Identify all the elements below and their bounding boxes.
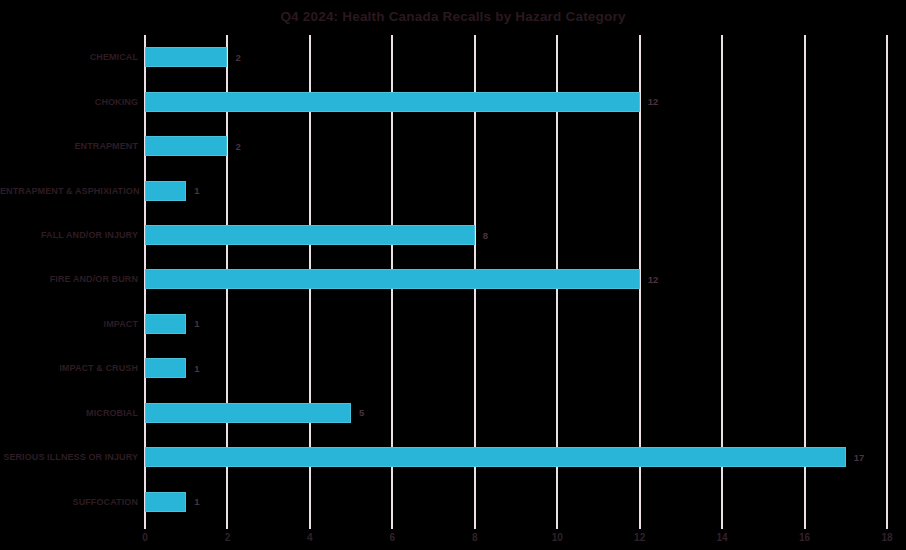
category-label-serious-illness-or-injury: SERIOUS ILLNESS OR INJURY [0, 452, 145, 462]
bar-chemical[interactable] [145, 47, 227, 67]
bar-area-entrapment: 2 [145, 136, 887, 156]
x-tick-label-18: 18 [881, 532, 892, 543]
bar-area-chemical: 2 [145, 47, 887, 67]
category-label-fire-and-or-burn: FIRE AND/OR BURN [0, 274, 145, 284]
value-label-suffocation: 1 [194, 496, 199, 507]
bar-area-impact: 1 [145, 314, 887, 334]
value-label-serious-illness-or-injury: 17 [854, 452, 865, 463]
chart-row-impact-crush: IMPACT & CRUSH1 [145, 346, 887, 390]
bar-area-fire-and-or-burn: 12 [145, 269, 887, 289]
bar-fall-and-or-injury[interactable] [145, 225, 475, 245]
chart-row-choking: CHOKING12 [145, 79, 887, 123]
x-tick-label-4: 4 [307, 532, 313, 543]
x-tick-label-10: 10 [552, 532, 563, 543]
category-label-chemical: CHEMICAL [0, 52, 145, 62]
x-axis: 024681012141618 [145, 532, 887, 548]
category-label-fall-and-or-injury: FALL AND/OR INJURY [0, 230, 145, 240]
value-label-impact-crush: 1 [194, 363, 199, 374]
value-label-microbial: 5 [359, 407, 364, 418]
bar-impact[interactable] [145, 314, 186, 334]
category-label-entrapment: ENTRAPMENT [0, 141, 145, 151]
bar-fire-and-or-burn[interactable] [145, 269, 640, 289]
value-label-fall-and-or-injury: 8 [483, 230, 488, 241]
category-label-impact-crush: IMPACT & CRUSH [0, 363, 145, 373]
bar-microbial[interactable] [145, 403, 351, 423]
bar-area-choking: 12 [145, 92, 887, 112]
value-label-entrapment-asphixiation: 1 [194, 185, 199, 196]
bar-choking[interactable] [145, 92, 640, 112]
chart-row-microbial: MICROBIAL5 [145, 391, 887, 435]
value-label-chemical: 2 [235, 52, 240, 63]
bar-serious-illness-or-injury[interactable] [145, 447, 846, 467]
value-label-choking: 12 [648, 96, 659, 107]
chart-row-fire-and-or-burn: FIRE AND/OR BURN12 [145, 257, 887, 301]
category-label-entrapment-asphixiation: ENTRAPMENT & ASPHIXIATION [0, 186, 145, 196]
chart-row-serious-illness-or-injury: SERIOUS ILLNESS OR INJURY17 [145, 435, 887, 479]
plot-area: CHEMICAL2CHOKING12ENTRAPMENT2ENTRAPMENT … [145, 35, 887, 524]
bar-area-microbial: 5 [145, 403, 887, 423]
x-tick-label-14: 14 [717, 532, 728, 543]
x-tick-label-2: 2 [225, 532, 231, 543]
bar-entrapment-asphixiation[interactable] [145, 181, 186, 201]
bar-area-impact-crush: 1 [145, 358, 887, 378]
bar-chart: Q4 2024: Health Canada Recalls by Hazard… [0, 0, 906, 550]
x-tick-label-8: 8 [472, 532, 478, 543]
bar-area-suffocation: 1 [145, 492, 887, 512]
x-tick-label-0: 0 [142, 532, 148, 543]
bar-suffocation[interactable] [145, 492, 186, 512]
chart-title: Q4 2024: Health Canada Recalls by Hazard… [0, 9, 906, 24]
value-label-fire-and-or-burn: 12 [648, 274, 659, 285]
x-tick-label-12: 12 [634, 532, 645, 543]
bar-impact-crush[interactable] [145, 358, 186, 378]
value-label-entrapment: 2 [235, 141, 240, 152]
bar-area-serious-illness-or-injury: 17 [145, 447, 887, 467]
chart-row-chemical: CHEMICAL2 [145, 35, 887, 79]
category-label-suffocation: SUFFOCATION [0, 497, 145, 507]
bar-area-fall-and-or-injury: 8 [145, 225, 887, 245]
chart-row-entrapment: ENTRAPMENT2 [145, 124, 887, 168]
category-label-microbial: MICROBIAL [0, 408, 145, 418]
chart-row-impact: IMPACT1 [145, 302, 887, 346]
chart-row-entrapment-asphixiation: ENTRAPMENT & ASPHIXIATION1 [145, 168, 887, 212]
chart-row-suffocation: SUFFOCATION1 [145, 480, 887, 524]
bar-rows: CHEMICAL2CHOKING12ENTRAPMENT2ENTRAPMENT … [145, 35, 887, 524]
bar-area-entrapment-asphixiation: 1 [145, 181, 887, 201]
x-tick-label-16: 16 [799, 532, 810, 543]
value-label-impact: 1 [194, 318, 199, 329]
bar-entrapment[interactable] [145, 136, 227, 156]
chart-row-fall-and-or-injury: FALL AND/OR INJURY8 [145, 213, 887, 257]
category-label-impact: IMPACT [0, 319, 145, 329]
category-label-choking: CHOKING [0, 97, 145, 107]
x-tick-label-6: 6 [390, 532, 396, 543]
